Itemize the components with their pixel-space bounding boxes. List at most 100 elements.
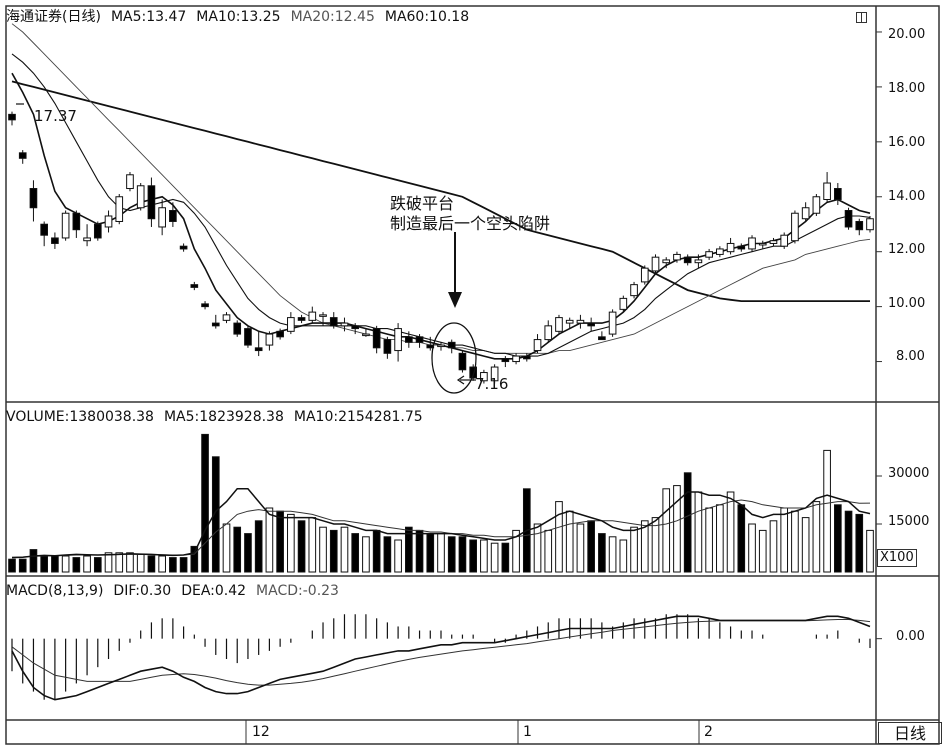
candle-body xyxy=(490,366,499,382)
candle-body xyxy=(844,209,853,228)
vol-ma10-readout: MA10:2154281.75 xyxy=(293,409,423,425)
x-tick-label: 12 xyxy=(252,724,270,740)
volume-bar xyxy=(855,513,864,573)
window-toggle-icon[interactable] xyxy=(856,12,867,23)
candle-body xyxy=(340,322,349,327)
volume-bar xyxy=(415,529,424,573)
candle-body xyxy=(136,185,145,209)
candle-body xyxy=(83,237,91,242)
candle-body xyxy=(147,185,156,220)
candle-body xyxy=(512,355,520,363)
candle-body xyxy=(8,113,16,121)
candle-body xyxy=(694,259,703,264)
volume-bar xyxy=(716,504,724,573)
volume-bar xyxy=(287,513,295,573)
volume-bar xyxy=(866,529,874,573)
candle-body xyxy=(769,240,778,244)
candle-body xyxy=(233,322,242,335)
macd-panel[interactable] xyxy=(11,614,882,701)
dif-line xyxy=(11,615,871,701)
vol-ma5-readout: MA5:1823928.38 xyxy=(163,409,284,425)
dea-line xyxy=(11,619,871,686)
candle-body xyxy=(222,314,231,321)
candle-body xyxy=(179,245,188,250)
volume-bar xyxy=(29,549,38,573)
volume-bar xyxy=(372,529,381,573)
volume-bar xyxy=(801,517,810,573)
volume-bar xyxy=(405,526,413,573)
macd-readout: MACD:-0.23 xyxy=(256,583,339,599)
candle-body xyxy=(362,333,370,337)
annotation-line2: 制造最后一个空头陷阱 xyxy=(390,214,551,233)
volume-bar xyxy=(362,536,370,573)
candle-body xyxy=(104,215,113,228)
volume-bar xyxy=(694,491,703,573)
y-tick-label: 12.00 xyxy=(888,242,926,257)
volume-bar xyxy=(83,555,91,573)
volume-bar xyxy=(340,526,349,573)
candle-body xyxy=(834,188,842,201)
volume-bar xyxy=(447,536,456,573)
candle-body xyxy=(115,196,124,222)
candle-body xyxy=(522,355,531,360)
candle-body xyxy=(801,207,810,220)
volume-bar xyxy=(780,507,789,573)
volume-bar xyxy=(726,491,735,573)
candle-body xyxy=(780,234,789,247)
volume-bar xyxy=(18,558,27,573)
macd-header: MACD(8,13,9) DIF:0.30 DEA:0.42 MACD:-0.23 xyxy=(6,582,349,600)
volume-bar xyxy=(179,557,188,573)
volume-bar xyxy=(254,520,263,573)
volume-bar xyxy=(233,526,242,573)
candle-body xyxy=(737,245,746,250)
volume-bar xyxy=(544,529,553,573)
volume-bar xyxy=(587,520,595,573)
low-pointer-tip xyxy=(456,375,465,385)
volume-panel[interactable] xyxy=(8,433,882,573)
candle-body xyxy=(758,242,767,246)
candle-body xyxy=(866,218,874,231)
candle-body xyxy=(244,328,252,346)
volume-bar xyxy=(791,510,799,573)
candle-body xyxy=(211,322,220,327)
volume-bar xyxy=(748,523,756,573)
annotation-line1: 跌破平台 xyxy=(390,194,455,213)
volume-bar xyxy=(61,555,70,573)
volume-bar xyxy=(244,533,252,573)
candle-body xyxy=(126,174,134,190)
candle-body xyxy=(587,322,595,327)
volume-bar xyxy=(673,485,681,573)
period-tab[interactable]: 日线 xyxy=(878,722,942,744)
chart-frame xyxy=(5,5,940,745)
price-panel[interactable] xyxy=(8,23,882,384)
candle-body xyxy=(576,319,585,324)
volume-bar xyxy=(598,533,606,573)
volume-bar xyxy=(190,545,199,573)
candle-body xyxy=(308,311,317,321)
volume-bar xyxy=(812,501,821,573)
volume-bar xyxy=(769,520,778,573)
candle-body xyxy=(651,256,660,272)
candle-body xyxy=(437,344,445,348)
candle-body xyxy=(716,248,724,255)
volume-bar xyxy=(844,510,853,573)
volume-bar xyxy=(640,520,649,573)
y-tick-label: 10.00 xyxy=(888,296,926,311)
dif-readout: DIF:0.30 xyxy=(113,583,172,599)
volume-bar xyxy=(136,553,145,573)
candle-body xyxy=(265,333,274,346)
y-tick-label: 18.00 xyxy=(888,81,926,96)
volume-bar xyxy=(308,517,317,573)
ma60-line xyxy=(11,80,870,303)
volume-bar xyxy=(834,504,842,573)
volume-bar xyxy=(8,558,16,573)
candle-body xyxy=(480,372,488,382)
stock-title: 海通证券(日线) xyxy=(6,9,101,25)
candle-body xyxy=(40,223,48,236)
volume-bar xyxy=(169,557,177,573)
candle-body xyxy=(469,366,477,379)
volume-bar xyxy=(683,472,692,573)
volume-bar xyxy=(651,517,660,573)
volume-bar xyxy=(115,552,124,573)
candle-body xyxy=(297,317,306,321)
